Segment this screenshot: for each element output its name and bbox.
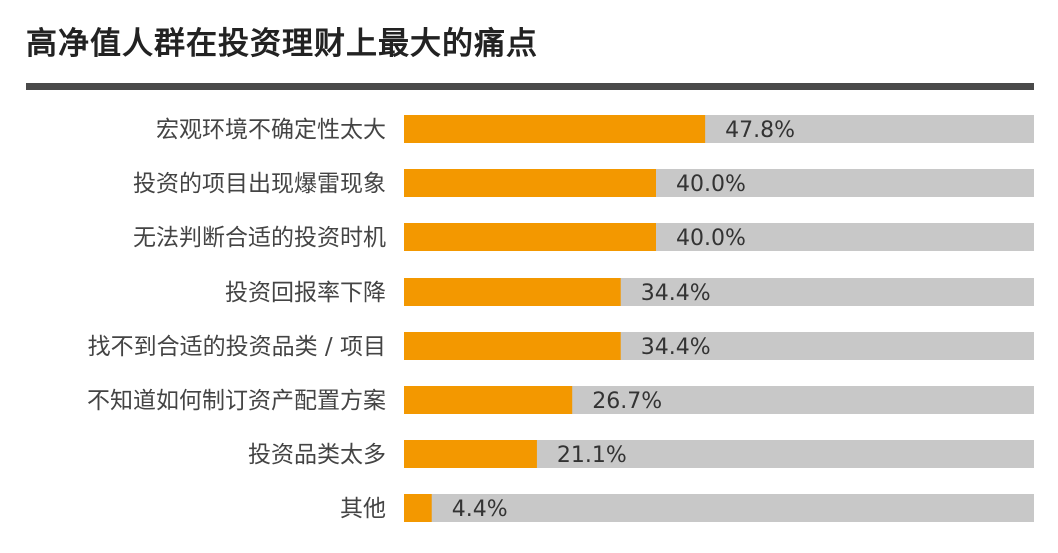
bar bbox=[404, 278, 621, 306]
value-label: 21.1% bbox=[557, 443, 627, 468]
bar bbox=[404, 440, 537, 468]
category-label: 投资的项目出现爆雷现象 bbox=[133, 171, 386, 197]
value-label: 4.4% bbox=[452, 497, 508, 522]
bar bbox=[404, 332, 621, 360]
bar bbox=[404, 223, 656, 251]
bar bbox=[404, 386, 573, 414]
chart-title: 高净值人群在投资理财上最大的痛点 bbox=[26, 26, 538, 62]
value-label: 26.7% bbox=[592, 389, 662, 414]
value-label: 34.4% bbox=[641, 335, 711, 360]
title-divider bbox=[26, 83, 1034, 90]
category-label: 投资品类太多 bbox=[248, 442, 386, 468]
value-label: 40.0% bbox=[676, 226, 746, 251]
bar-track bbox=[404, 494, 1034, 522]
bar bbox=[404, 169, 656, 197]
value-label: 34.4% bbox=[641, 281, 711, 306]
bar bbox=[404, 115, 706, 143]
category-label: 其他 bbox=[340, 496, 386, 522]
category-label: 无法判断合适的投资时机 bbox=[133, 225, 386, 251]
category-label: 投资回报率下降 bbox=[225, 280, 386, 306]
value-label: 47.8% bbox=[725, 118, 795, 143]
category-label: 不知道如何制订资产配置方案 bbox=[87, 388, 386, 414]
category-label: 宏观环境不确定性太大 bbox=[156, 117, 386, 143]
bar bbox=[404, 494, 432, 522]
value-label: 40.0% bbox=[676, 172, 746, 197]
category-label: 找不到合适的投资品类 / 项目 bbox=[88, 334, 386, 360]
